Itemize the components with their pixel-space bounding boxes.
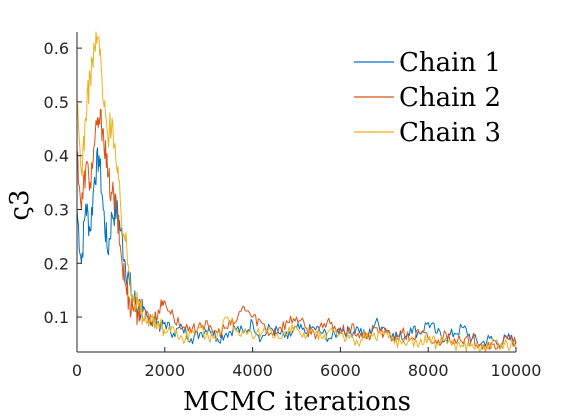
ticks-layer: 0 2000 4000 6000 8000 10000 0.1 0.2 0.3 0.4 0.5 0.6 [44, 39, 542, 380]
axes-layer [76, 32, 516, 353]
legend: Chain 1 Chain 2 Chain 3 [354, 48, 501, 148]
x-tick-label: 6000 [320, 361, 361, 380]
x-tick-label: 8000 [408, 361, 449, 380]
y-axis-title: ς3 [5, 189, 35, 220]
legend-label-chain-2: Chain 2 [399, 83, 501, 113]
series-layer [76, 31, 517, 353]
series-line-chain-1 [76, 147, 517, 349]
series-line-chain-3 [76, 31, 517, 353]
x-tick-label: 2000 [144, 361, 185, 380]
x-tick-label: 4000 [232, 361, 273, 380]
legend-label-chain-1: Chain 1 [399, 48, 501, 78]
y-tick-label: 0.4 [44, 147, 69, 166]
y-tick-label: 0.1 [44, 308, 69, 327]
x-tick-label: 0 [72, 361, 82, 380]
x-tick-label: 10000 [491, 361, 542, 380]
y-tick-label: 0.3 [44, 200, 69, 219]
y-tick-label: 0.6 [44, 39, 69, 58]
y-tick-label: 0.5 [44, 93, 69, 112]
x-axis-title: MCMC iterations [183, 387, 411, 417]
y-tick-label: 0.2 [44, 254, 69, 273]
legend-label-chain-3: Chain 3 [399, 118, 501, 148]
